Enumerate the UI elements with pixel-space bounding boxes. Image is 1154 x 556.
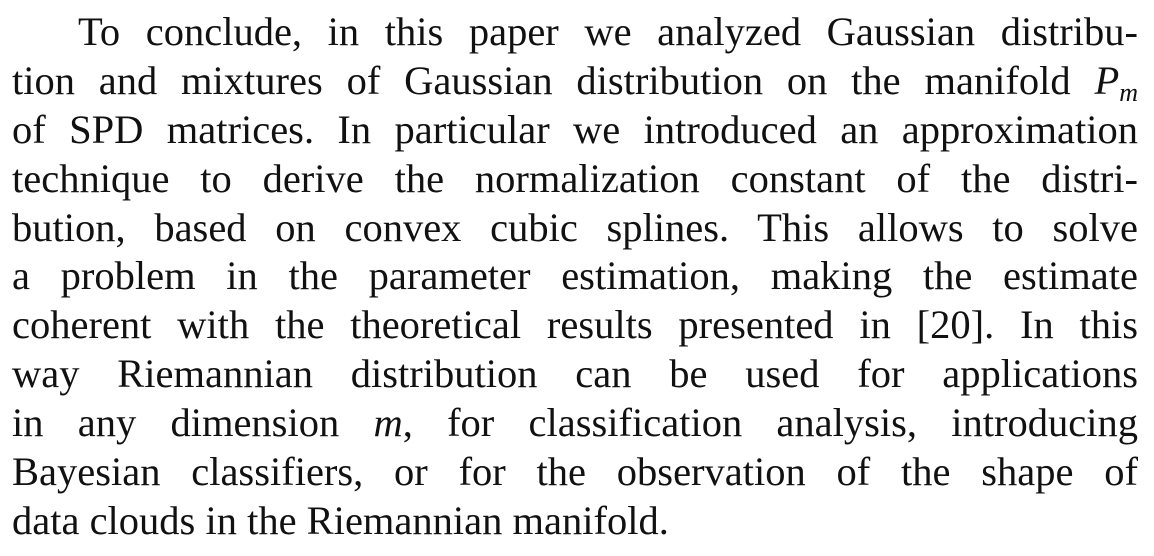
manifold-symbol: P [1094,57,1120,103]
text-line-2-text: tion and mixtures of Gaussian distributi… [12,57,1071,103]
text-line-9-text: in any dimension [12,400,340,446]
text-line-9: in any dimension m, for classification a… [12,399,1138,448]
text-line-1: To conclude, in this paper we analyzed G… [78,9,1138,54]
text-line-5: bution, based on convex cubic splines. T… [12,204,1138,250]
dimension-variable: m [373,400,403,446]
paper-paragraph: To conclude, in this paper we analyzed G… [12,8,1138,546]
text-line-9-tail: , for classification analysis, introduci… [402,400,1138,446]
manifold-subscript: m [1119,77,1138,107]
text-line-3: of SPD matrices. In particular we introd… [12,106,1138,152]
text-line-4: technique to derive the normalization co… [12,155,1138,201]
text-line-7: coherent with the theoretical results pr… [12,302,1138,348]
text-line-2: tion and mixtures of Gaussian distributi… [12,57,1138,107]
text-line-6: a problem in the parameter estimation, m… [12,253,1138,299]
text-line-10: Bayesian classifiers, or for the observa… [12,449,1138,495]
text-line-8: way Riemannian distribution can be used … [12,351,1138,397]
text-line-11: data clouds in the Riemannian manifold. [12,497,669,543]
